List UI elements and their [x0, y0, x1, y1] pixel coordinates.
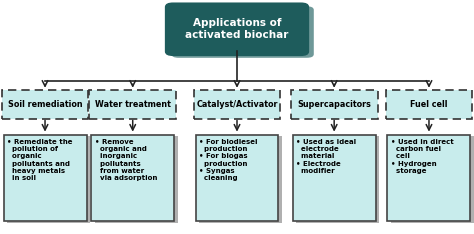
FancyBboxPatch shape: [385, 90, 472, 118]
Bar: [4, 135, 86, 221]
Bar: [195, 135, 278, 221]
Bar: [391, 136, 474, 223]
Text: Supercapacitors: Supercapacitors: [297, 100, 371, 109]
Text: • Remediate the
  pollution of
  organic
  pollutants and
  heavy metals
  in so: • Remediate the pollution of organic pol…: [7, 139, 73, 181]
Text: Catalyst/Activator: Catalyst/Activator: [196, 100, 278, 109]
Bar: [7, 136, 90, 223]
FancyBboxPatch shape: [172, 6, 314, 58]
Bar: [95, 136, 178, 223]
Bar: [296, 136, 379, 223]
Text: Applications of
activated biochar: Applications of activated biochar: [185, 18, 289, 40]
Text: • For biodiesel
  production
• For biogas
  production
• Syngas
  cleaning: • For biodiesel production • For biogas …: [199, 139, 257, 181]
Text: Water treatment: Water treatment: [95, 100, 171, 109]
FancyBboxPatch shape: [291, 90, 377, 118]
Bar: [292, 135, 375, 221]
FancyBboxPatch shape: [166, 4, 308, 55]
Text: Fuel cell: Fuel cell: [410, 100, 448, 109]
FancyBboxPatch shape: [90, 90, 176, 118]
Bar: [199, 136, 282, 223]
Text: Soil remediation: Soil remediation: [8, 100, 82, 109]
FancyBboxPatch shape: [193, 90, 280, 118]
Text: • Used in direct
  carbon fuel
  cell
• Hydrogen
  storage: • Used in direct carbon fuel cell • Hydr…: [391, 139, 454, 174]
Bar: [91, 135, 174, 221]
Bar: [387, 135, 470, 221]
Text: • Remove
  organic and
  inorganic
  pollutants
  from water
  via adsorption: • Remove organic and inorganic pollutant…: [95, 139, 157, 181]
Text: • Used as ideal
  electrode
  material
• Electrode
  modifier: • Used as ideal electrode material • Ele…: [296, 139, 356, 174]
FancyBboxPatch shape: [2, 90, 88, 118]
